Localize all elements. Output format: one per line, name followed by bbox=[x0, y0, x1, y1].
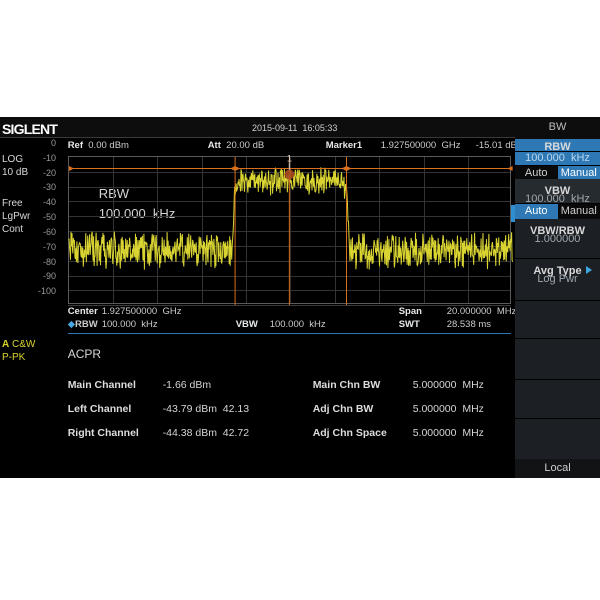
svg-text:1: 1 bbox=[287, 154, 292, 164]
